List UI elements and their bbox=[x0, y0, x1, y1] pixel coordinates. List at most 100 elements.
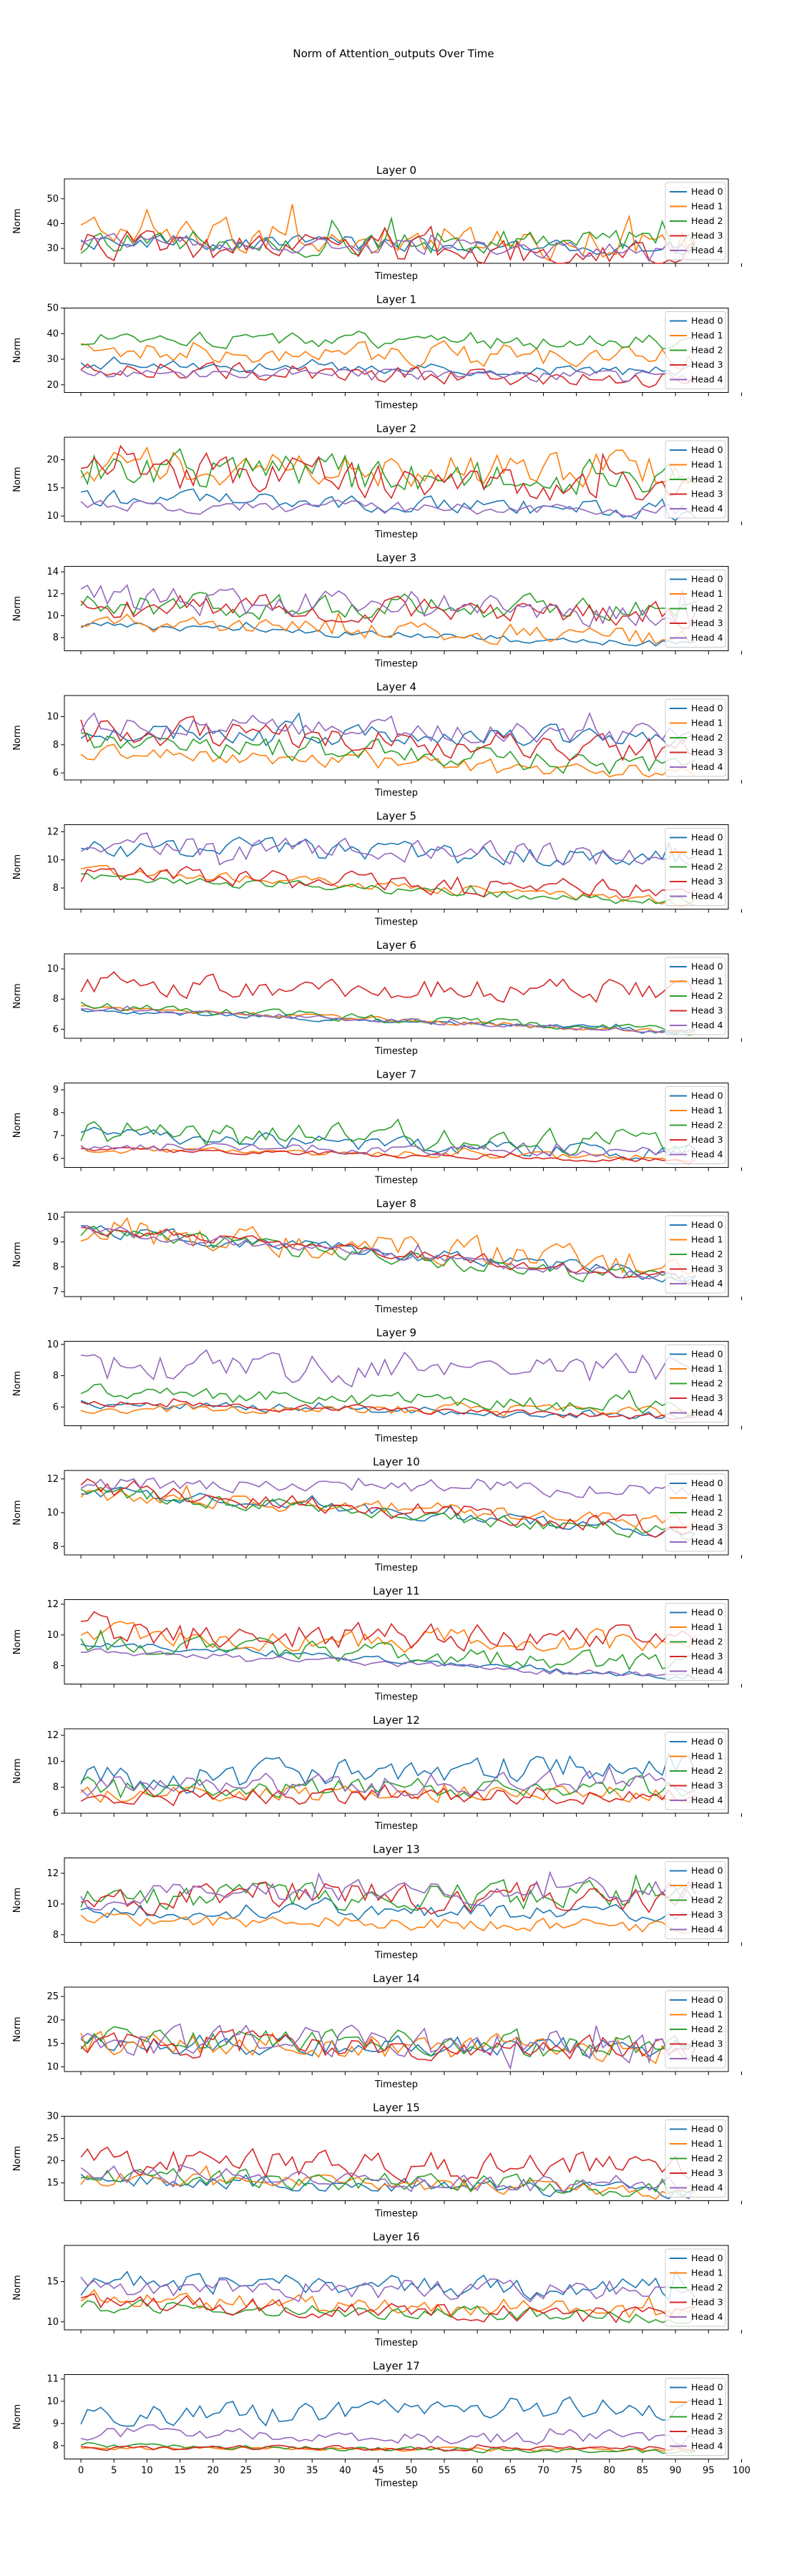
legend-label: Head 0 bbox=[691, 832, 723, 843]
series-line-head-4 bbox=[80, 2424, 696, 2446]
legend-label: Head 3 bbox=[691, 1264, 723, 1274]
legend-label: Head 1 bbox=[691, 1105, 723, 1116]
subplot-title: Layer 3 bbox=[376, 552, 416, 565]
y-tick-label: 10 bbox=[47, 712, 59, 723]
series-line-head-3 bbox=[81, 1226, 695, 1285]
legend-label: Head 1 bbox=[691, 201, 723, 212]
x-axis-label: Timestep bbox=[374, 2209, 418, 2220]
legend-box bbox=[665, 440, 726, 519]
y-tick-label: 10 bbox=[47, 1630, 59, 1641]
legend-label: Head 4 bbox=[691, 2441, 723, 2451]
legend-label: Head 4 bbox=[691, 245, 723, 255]
y-axis-label: Norm bbox=[12, 208, 23, 233]
series-line-head-1 bbox=[80, 743, 696, 778]
legend-label: Head 3 bbox=[691, 1780, 723, 1791]
legend-label: Head 4 bbox=[691, 1149, 723, 1160]
legend-label: Head 1 bbox=[691, 718, 723, 728]
y-axis-label: Norm bbox=[12, 1113, 23, 1138]
x-tick-label: 70 bbox=[537, 2466, 549, 2477]
legend-label: Head 2 bbox=[691, 2282, 723, 2293]
legend-label: Head 4 bbox=[691, 1407, 723, 1418]
y-tick-label: 11 bbox=[47, 2374, 59, 2385]
legend-label: Head 1 bbox=[691, 459, 723, 470]
legend-label: Head 4 bbox=[691, 1924, 723, 1935]
x-tick-label: 30 bbox=[273, 2466, 285, 2477]
series-line-head-3 bbox=[80, 716, 696, 761]
legend-label: Head 0 bbox=[691, 316, 723, 326]
y-tick-label: 9 bbox=[53, 1085, 59, 1096]
x-axis-label: Timestep bbox=[374, 530, 418, 540]
series-line-head-3 bbox=[80, 2293, 695, 2323]
x-axis-label: Timestep bbox=[374, 1304, 418, 1315]
subplot-title: Layer 1 bbox=[376, 293, 416, 306]
series-line-head-0 bbox=[80, 1400, 695, 1420]
series-line-head-1 bbox=[80, 204, 696, 262]
series-line-head-4 bbox=[80, 1225, 695, 1283]
legend-label: Head 1 bbox=[691, 588, 723, 599]
legend-label: Head 2 bbox=[691, 2153, 723, 2164]
series-line-head-4 bbox=[80, 1349, 696, 1388]
series-line-head-4 bbox=[80, 233, 696, 263]
x-axis-label: Timestep bbox=[374, 1692, 418, 1703]
series-line-head-2 bbox=[80, 447, 696, 496]
y-tick-label: 8 bbox=[53, 1930, 59, 1941]
subplot-title: Layer 12 bbox=[373, 1714, 420, 1727]
legend-label: Head 1 bbox=[691, 2009, 723, 2020]
series-line-head-2 bbox=[81, 331, 696, 350]
legend-label: Head 4 bbox=[691, 1536, 723, 1547]
legend-label: Head 4 bbox=[691, 1278, 723, 1289]
y-tick-label: 9 bbox=[53, 1237, 59, 1248]
y-tick-label: 10 bbox=[47, 1340, 59, 1350]
y-tick-label: 10 bbox=[47, 2062, 59, 2072]
x-tick-label: 45 bbox=[372, 2466, 384, 2477]
legend-label: Head 0 bbox=[691, 2382, 723, 2393]
subplot-title: Layer 5 bbox=[376, 810, 416, 823]
legend-label: Head 2 bbox=[691, 603, 723, 614]
legend-box bbox=[665, 1473, 726, 1552]
legend-label: Head 0 bbox=[691, 1994, 723, 2005]
legend-label: Head 1 bbox=[691, 976, 723, 987]
legend-label: Head 3 bbox=[691, 1005, 723, 1016]
plot-frame bbox=[64, 695, 729, 781]
plot-frame bbox=[64, 1211, 729, 1297]
x-tick-label: 75 bbox=[570, 2466, 582, 2477]
x-axis-label: Timestep bbox=[374, 1434, 418, 1445]
subplot-title: Layer 8 bbox=[376, 1197, 416, 1210]
series-line-head-1 bbox=[80, 1217, 696, 1275]
x-tick-label: 95 bbox=[703, 2466, 715, 2477]
legend-label: Head 4 bbox=[691, 761, 723, 772]
y-tick-label: 10 bbox=[47, 1899, 59, 1910]
series-line-head-0 bbox=[80, 1642, 696, 1681]
legend-box bbox=[665, 2378, 726, 2456]
y-tick-label: 8 bbox=[53, 2441, 59, 2451]
subplot-title: Layer 15 bbox=[373, 2102, 420, 2114]
legend-label: Head 3 bbox=[691, 1522, 723, 1533]
series-line-head-1 bbox=[81, 611, 696, 645]
y-axis-label: Norm bbox=[12, 2146, 23, 2171]
legend: Head 0 Head 1 Head 2 Head 3 Head 4 bbox=[665, 2248, 726, 2327]
series-line-head-1 bbox=[80, 1484, 696, 1528]
x-axis-label: Timestep bbox=[374, 1821, 418, 1832]
y-tick-label: 10 bbox=[47, 511, 59, 522]
plot-frame bbox=[64, 1341, 729, 1426]
y-tick-label: 8 bbox=[53, 740, 59, 751]
series-line-head-1 bbox=[80, 340, 696, 371]
legend-label: Head 0 bbox=[691, 2124, 723, 2135]
legend-label: Head 1 bbox=[691, 2396, 723, 2407]
subplot-layer-15: Layer 15 15 20 25 30 Norm Timestep Head 0 Head 1… bbox=[12, 2102, 742, 2220]
legend-box bbox=[665, 1345, 726, 1423]
series-line-head-1 bbox=[80, 2030, 696, 2064]
legend-label: Head 4 bbox=[691, 2311, 723, 2322]
y-tick-label: 40 bbox=[47, 218, 59, 229]
legend-box bbox=[665, 570, 726, 648]
legend-label: Head 0 bbox=[691, 574, 723, 585]
y-tick-label: 8 bbox=[53, 1541, 59, 1552]
legend-label: Head 2 bbox=[691, 2411, 723, 2422]
y-tick-label: 6 bbox=[53, 768, 59, 779]
subplot-title: Layer 17 bbox=[373, 2360, 420, 2373]
legend-label: Head 3 bbox=[691, 230, 723, 241]
y-tick-label: 10 bbox=[47, 855, 59, 866]
